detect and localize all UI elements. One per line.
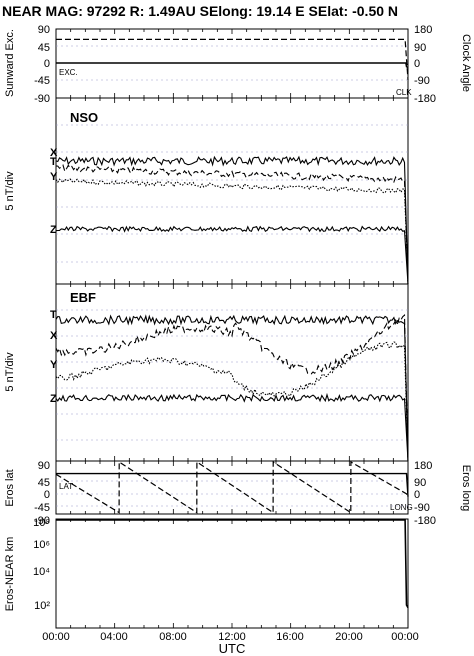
series-exc-line (56, 62, 409, 69)
sunward-ylabel: Sunward Exc. (4, 29, 16, 97)
eros-long-tick-2: 0 (414, 489, 420, 501)
x-tick-4: 16:00 (276, 631, 304, 643)
long-label: LONG (390, 503, 413, 512)
ebf-ylabel: 5 nT/div (4, 352, 16, 392)
eros-long-tick-1: 90 (414, 477, 426, 489)
eros-long-ylabel: Eros long (460, 465, 472, 511)
eros-lat-tick-2: 0 (44, 489, 50, 501)
x-axis-label: UTC (219, 641, 246, 656)
km-tick-1: 10⁶ (33, 539, 50, 551)
clock-tick-3: -90 (414, 75, 430, 87)
ebf-label-x: X (50, 330, 58, 342)
series-nso-x-line (55, 164, 409, 285)
eros-lat-tick-4: -90 (34, 515, 50, 527)
series-clk-line (56, 38, 409, 81)
x-tick-3: 12:00 (218, 631, 246, 643)
nso-label-x: X (50, 147, 58, 159)
sunward-tick-0: 90 (38, 24, 50, 36)
series-lat-line (56, 472, 409, 497)
series-nso-y-line (55, 178, 409, 285)
eros-lat-tick-0: 90 (38, 460, 50, 472)
sunward-tick-3: -45 (34, 75, 50, 87)
eros-long-tick-4: -180 (414, 515, 436, 527)
eros-lat-ylabel: Eros lat (4, 469, 16, 506)
x-tick-1: 04:00 (100, 631, 128, 643)
exc-label: EXC. (59, 68, 78, 77)
clk-label: CLK (396, 88, 412, 97)
panel-frame-nso (55, 97, 409, 285)
ebf-panel-name: EBF (70, 290, 96, 305)
nso-panel-name: NSO (70, 110, 98, 125)
sunward-tick-1: 45 (38, 42, 50, 54)
plot-title: NEAR MAG: 97292 R: 1.49AU SElong: 19.14 … (2, 3, 398, 19)
eros-lat-tick-3: -45 (34, 502, 50, 514)
lat-label: LAT (59, 482, 73, 491)
x-tick-2: 08:00 (159, 631, 187, 643)
plot-traces (55, 29, 409, 628)
nso-label-t: T (50, 156, 57, 168)
x-tick-0: 00:00 (42, 631, 70, 643)
clock-ylabel: Clock Angle (460, 34, 472, 92)
clock-tick-4: -180 (414, 93, 436, 105)
eros-lat-tick-1: 45 (38, 477, 50, 489)
panel-frame-ebf (55, 283, 409, 462)
sunward-tick-4: -90 (34, 93, 50, 105)
x-tick-6: 00:00 (391, 631, 419, 643)
panel-frame-eros-km (55, 518, 409, 629)
eros-long-tick-0: 180 (414, 460, 432, 472)
series-nso-t-line (55, 155, 409, 285)
km-tick-0: 10⁸ (33, 517, 50, 529)
nso-label-y: Y (50, 171, 58, 183)
ebf-label-y: Y (50, 359, 58, 371)
ebf-label-z: Z (50, 393, 57, 405)
eros-km-ylabel: Eros-NEAR km (4, 537, 16, 612)
sunward-tick-2: 0 (44, 58, 50, 70)
series-ebf-z-line (55, 392, 409, 462)
clock-tick-1: 90 (414, 42, 426, 54)
km-tick-3: 10² (34, 600, 50, 612)
clock-tick-0: 180 (414, 24, 432, 36)
x-tick-5: 20:00 (335, 631, 363, 643)
series-ebf-t-line (55, 314, 409, 462)
nso-label-z: Z (50, 224, 57, 236)
eros-long-tick-3: -90 (414, 502, 430, 514)
series-ebf-y-line (55, 341, 409, 462)
series-distance-line (56, 519, 409, 609)
series-long-line (55, 460, 409, 514)
series-nso-z-line (55, 225, 409, 285)
ebf-label-t: T (50, 309, 57, 321)
km-tick-2: 10⁴ (33, 566, 50, 578)
nso-ylabel: 5 nT/div (4, 171, 16, 211)
series-ebf-x-line (55, 314, 409, 462)
clock-tick-2: 0 (414, 58, 420, 70)
